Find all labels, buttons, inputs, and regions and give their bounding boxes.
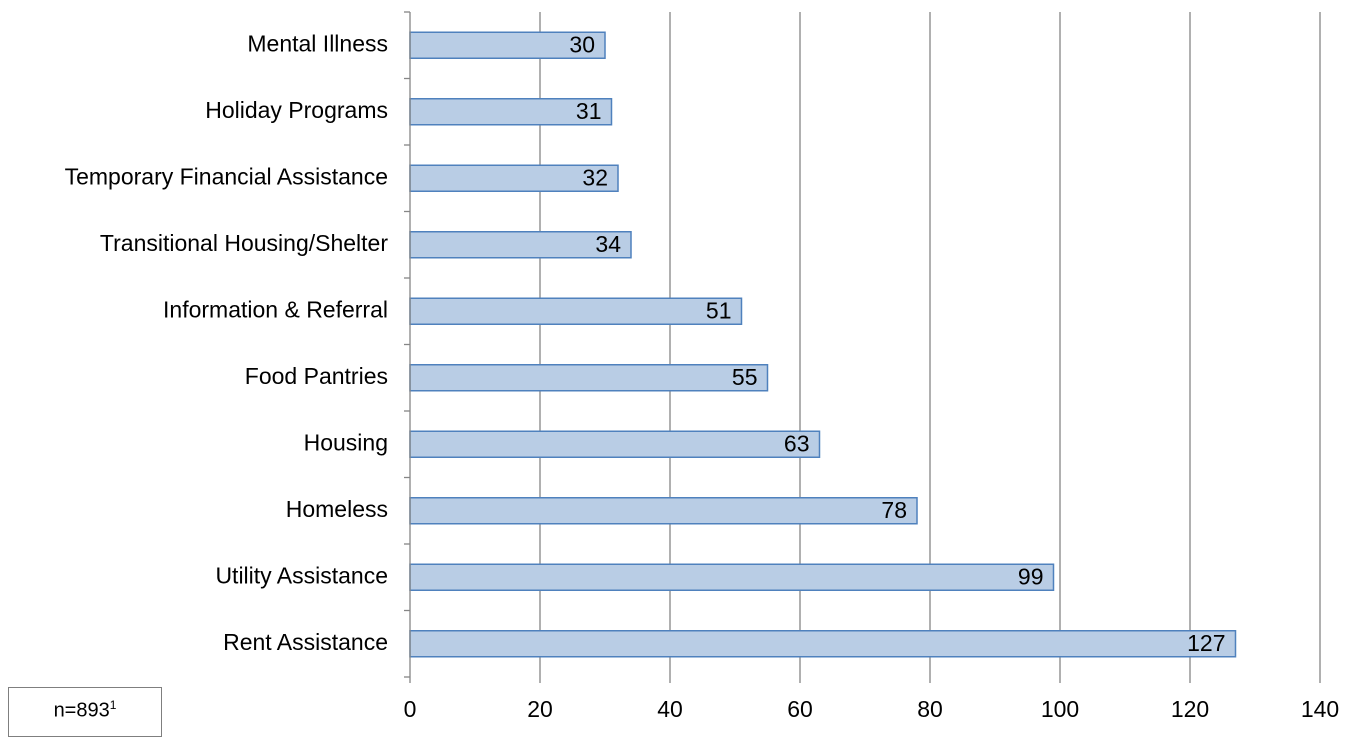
category-label: Mental Illness bbox=[247, 30, 388, 56]
bar-2 bbox=[409, 164, 619, 192]
bar-9 bbox=[409, 630, 1237, 658]
category-label: Food Pantries bbox=[245, 363, 388, 389]
gridlines bbox=[539, 12, 1321, 677]
bar-value-label: 51 bbox=[706, 297, 732, 323]
bars: 30 31 32 34 51 55 63 78 99 127 bbox=[409, 31, 1237, 658]
bar-6 bbox=[409, 430, 821, 458]
bar-value-label: 63 bbox=[784, 430, 810, 456]
bar-5 bbox=[409, 364, 769, 392]
sample-size-footnote-marker: 1 bbox=[109, 698, 117, 712]
x-tick-label: 140 bbox=[1301, 696, 1339, 722]
bar-value-label: 32 bbox=[582, 164, 608, 190]
bar-4 bbox=[409, 297, 743, 325]
bar-value-label: 55 bbox=[732, 364, 758, 390]
bar-7 bbox=[409, 497, 918, 525]
x-tick-label: 100 bbox=[1041, 696, 1079, 722]
category-label: Housing bbox=[304, 429, 388, 455]
bar-value-label: 30 bbox=[569, 31, 595, 57]
bar-1 bbox=[409, 98, 613, 126]
category-label: Utility Assistance bbox=[215, 562, 388, 588]
bar-value-label: 127 bbox=[1187, 630, 1225, 656]
axes bbox=[404, 11, 1321, 683]
x-tick-label: 20 bbox=[527, 696, 553, 722]
category-label: Transitional Housing/Shelter bbox=[100, 230, 388, 256]
category-label: Information & Referral bbox=[163, 296, 388, 322]
x-tick-labels: 0 20 40 60 80 100 120 140 bbox=[404, 696, 1340, 722]
bar-value-label: 99 bbox=[1018, 563, 1044, 589]
bar-value-label: 78 bbox=[881, 497, 907, 523]
bar-value-label: 31 bbox=[576, 98, 602, 124]
x-tick-label: 120 bbox=[1171, 696, 1209, 722]
x-tick-label: 40 bbox=[657, 696, 683, 722]
category-label: Homeless bbox=[286, 496, 388, 522]
bar-value-label: 34 bbox=[595, 231, 621, 257]
x-tick-label: 60 bbox=[787, 696, 813, 722]
bar-8 bbox=[409, 563, 1055, 591]
x-tick-label: 0 bbox=[404, 696, 417, 722]
x-tick-label: 80 bbox=[917, 696, 943, 722]
sample-size-text: n=893 bbox=[53, 699, 110, 722]
category-label: Holiday Programs bbox=[205, 97, 388, 123]
category-label: Rent Assistance bbox=[223, 629, 388, 655]
sample-size-note: n=8931 bbox=[8, 687, 162, 737]
category-labels: Mental Illness Holiday Programs Temporary … bbox=[65, 30, 389, 655]
category-label: Temporary Financial Assistance bbox=[65, 163, 388, 189]
